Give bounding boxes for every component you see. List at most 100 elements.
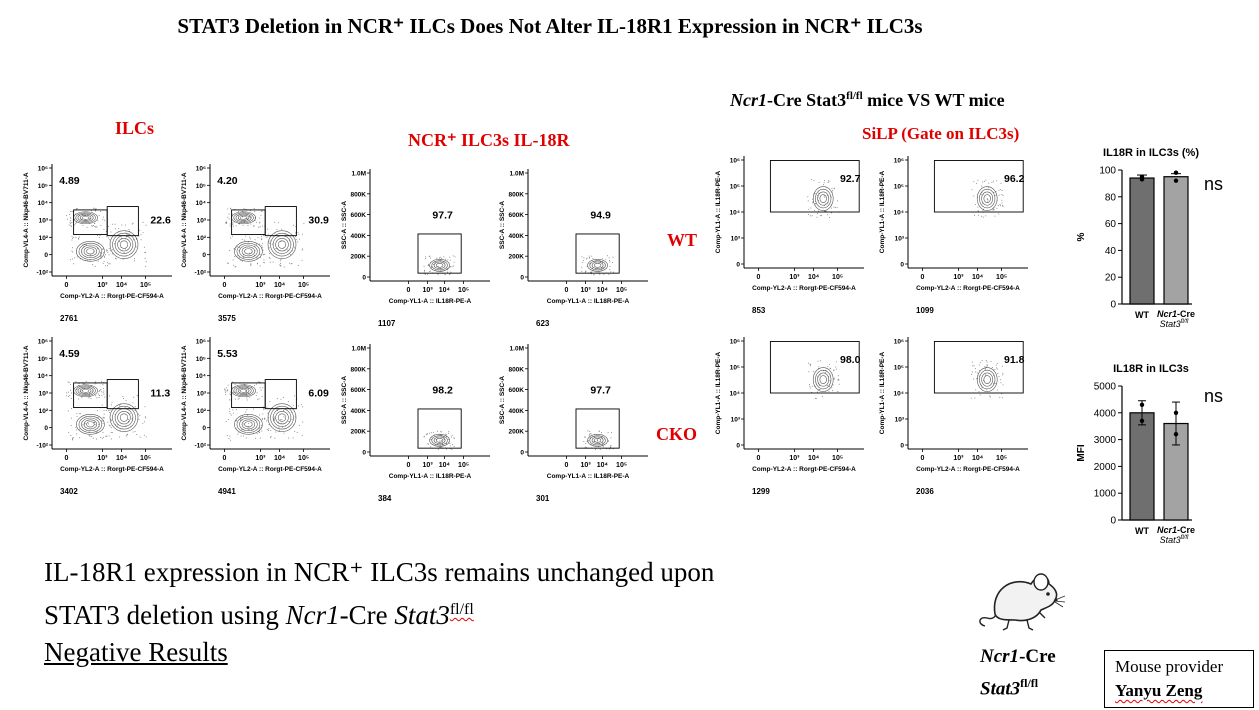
event-count: 301 [536, 494, 550, 503]
y-tick-label: 0 [1110, 300, 1116, 311]
y-tick-label: 800K [508, 191, 524, 198]
y-tick-label: 10² [39, 408, 49, 415]
y-tick-label: 200K [508, 429, 524, 436]
silp-header: SiLP (Gate on ILC3s) [862, 124, 1020, 143]
gate-percentage: 98.0 [840, 354, 861, 366]
gate-percentage: 4.89 [59, 175, 80, 187]
y-tick-label: 10² [197, 408, 207, 415]
y-axis-label: Comp-VL4-A :: Nkp46-BV711-A [181, 345, 188, 440]
y-tick-label: 200K [350, 429, 366, 436]
y-tick-label: 1.0M [510, 346, 524, 353]
y-tick-label: 0 [44, 252, 48, 259]
gate-percentage: 30.9 [308, 214, 329, 226]
gate-percentage: 4.20 [217, 175, 238, 187]
chart-title: IL18R in ILC3s [1113, 363, 1189, 375]
event-count: 3575 [218, 314, 236, 323]
data-point [1173, 178, 1179, 183]
x-tick-label: 10³ [953, 455, 964, 462]
y-tick-label: 600K [350, 212, 366, 219]
bar-charts: IL18R in ILC3s (%) 0 20 40 60 80 100% ns WT Ncr1-… [1076, 147, 1223, 545]
x-axis-label: Comp-YL1-A :: IL18R-PE-A [547, 298, 630, 305]
y-tick-label: 10² [39, 235, 49, 242]
y-tick-label: 600K [508, 212, 524, 219]
x-tick-label: 10³ [97, 455, 108, 462]
x-tick-label: 10³ [581, 287, 592, 294]
provider-name: Yanyu Zeng [1115, 681, 1203, 700]
event-count: 853 [752, 306, 766, 315]
x-tick-label: 10³ [581, 462, 592, 469]
y-tick-label: 10⁴ [894, 210, 904, 217]
cko-row-label: CKO [656, 424, 698, 444]
summary-text: IL-18R1 expression in NCR⁺ ILC3s remains… [44, 554, 714, 671]
y-tick-label: 10⁶ [894, 158, 904, 165]
data-point [1173, 170, 1179, 175]
y-tick-label: 800K [350, 191, 366, 198]
y-tick-label: 5000 [1094, 382, 1117, 393]
gate-percentage: 97.7 [432, 209, 453, 221]
x-tick-label: 10³ [255, 455, 266, 462]
x-tick-label: 10⁴ [808, 274, 820, 281]
y-tick-label: 10⁴ [196, 200, 206, 207]
y-tick-label: 10³ [39, 218, 49, 225]
data-point [1139, 402, 1145, 407]
event-count: 1099 [916, 306, 934, 315]
category-label: Ncr1-Cre [1157, 525, 1195, 535]
y-tick-label: 1.0M [352, 346, 366, 353]
event-count: 623 [536, 319, 550, 328]
data-point [1173, 410, 1179, 415]
y-tick-label: 0 [736, 262, 740, 269]
x-tick-label: 10⁴ [439, 462, 451, 469]
x-tick-label: 10⁵ [298, 282, 309, 289]
x-tick-label: 10⁵ [616, 287, 627, 294]
x-tick-label: 10⁴ [274, 282, 286, 289]
x-tick-label: 10⁴ [116, 455, 128, 462]
gate-percentage: 92.7 [840, 173, 861, 185]
y-tick-label: 60 [1105, 219, 1117, 230]
y-tick-label: 10³ [895, 417, 905, 424]
y-tick-label: -10² [36, 443, 48, 450]
y-tick-label: 10³ [39, 391, 49, 398]
gate-percentage: 22.6 [150, 214, 171, 226]
category-label: Stat3fl/fl [1160, 319, 1189, 329]
y-tick-label: 0 [362, 450, 366, 457]
provider-label: Mouse provider [1115, 657, 1224, 676]
y-tick-label: 3000 [1094, 435, 1117, 446]
y-tick-label: 10⁵ [894, 184, 904, 191]
y-tick-label: 400K [350, 233, 366, 240]
x-axis-label: Comp-YL2-A :: Rorgt-PE-CF594-A [60, 293, 164, 300]
x-tick-label: 10⁴ [597, 462, 609, 469]
data-point [1139, 177, 1145, 182]
event-count: 3402 [60, 487, 78, 496]
x-tick-label: 0 [222, 282, 226, 289]
ncr-il18r-header: NCR⁺ ILC3s IL-18R [408, 130, 570, 150]
data-point [1139, 418, 1145, 424]
x-axis-label: Comp-YL1-A :: IL18R-PE-A [389, 298, 472, 305]
gate-percentage: 96.2 [1004, 173, 1025, 185]
x-tick-label: 10⁵ [458, 462, 469, 469]
x-tick-label: 10⁵ [996, 274, 1007, 281]
x-tick-label: 0 [920, 274, 924, 281]
event-count: 1299 [752, 487, 770, 496]
y-tick-label: -10² [194, 270, 206, 277]
category-label: WT [1135, 526, 1149, 536]
x-tick-label: 10³ [789, 455, 800, 462]
y-axis-label: Comp-YL1-A :: IL18R-PE-A [715, 170, 722, 253]
y-tick-label: 4000 [1094, 408, 1117, 419]
y-tick-label: 10⁵ [196, 356, 206, 363]
y-tick-label: 1000 [1094, 489, 1117, 500]
summary-line-1: IL-18R1 expression in NCR⁺ ILC3s remains… [44, 557, 715, 587]
x-tick-label: 10⁵ [832, 455, 843, 462]
y-tick-label: 10⁵ [730, 365, 740, 372]
y-axis-label: Comp-YL1-A :: IL18R-PE-A [879, 170, 886, 253]
y-tick-label: 600K [508, 387, 524, 394]
chart-title: IL18R in ILC3s (%) [1103, 147, 1199, 159]
gate-percentage: 5.53 [217, 348, 238, 360]
x-tick-label: 0 [406, 462, 410, 469]
x-axis-label: Comp-YL2-A :: Rorgt-PE-CF594-A [752, 285, 856, 292]
gate-percentage: 97.7 [590, 384, 611, 396]
gate-percentage: 98.2 [432, 384, 453, 396]
y-axis-label: Comp-YL1-A :: IL18R-PE-A [879, 351, 886, 434]
x-tick-label: 10⁵ [298, 455, 309, 462]
x-tick-label: 10⁴ [274, 455, 286, 462]
y-tick-label: 10⁵ [196, 183, 206, 190]
